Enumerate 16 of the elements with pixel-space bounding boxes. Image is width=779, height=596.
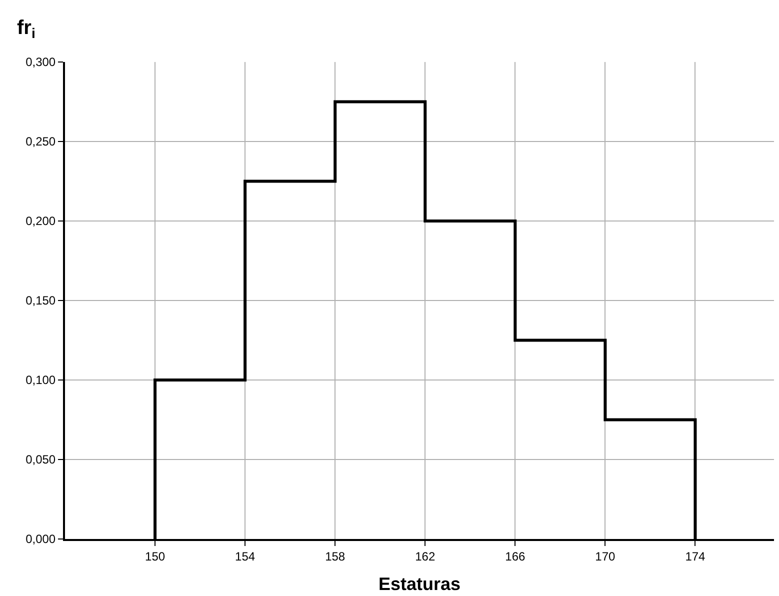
y-tick-label: 0,050 <box>26 452 56 467</box>
y-tick-label: 0,100 <box>26 373 56 388</box>
x-tick-label: 150 <box>145 549 166 564</box>
y-tick-label: 0,300 <box>26 55 56 70</box>
x-tick-label: 162 <box>415 549 436 564</box>
x-tick-label: 158 <box>325 549 346 564</box>
x-tick-label: 166 <box>505 549 526 564</box>
y-axis-title: fr$_{i}$ <box>17 17 36 42</box>
y-tick-label: 0,000 <box>26 532 56 546</box>
x-tick-label: 174 <box>685 549 706 564</box>
y-tick-label: 0,200 <box>26 214 56 228</box>
x-tick-label: 154 <box>235 549 256 564</box>
x-axis-title: Estaturas <box>378 574 461 594</box>
y-tick-label: 0,250 <box>26 134 56 149</box>
y-tick-label: 0,150 <box>26 294 56 308</box>
x-tick-label: 170 <box>595 549 616 564</box>
